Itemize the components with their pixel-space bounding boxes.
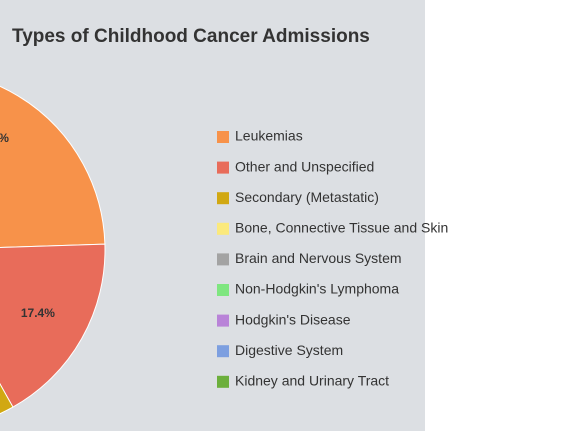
pie-slice xyxy=(0,85,106,249)
legend-label: Leukemias xyxy=(235,128,303,144)
legend-swatch xyxy=(217,161,229,174)
legend-label: Bone, Connective Tissue and Skin xyxy=(235,220,448,236)
legend-swatch xyxy=(217,131,229,143)
legend-swatch xyxy=(217,345,229,358)
legend-label: Digestive System xyxy=(235,342,343,358)
legend-swatch xyxy=(217,284,229,296)
chart-title: Types of Childhood Cancer Admissions xyxy=(12,26,370,47)
value-label: 17.4% xyxy=(21,306,55,320)
legend-label: Kidney and Urinary Tract xyxy=(235,373,389,389)
legend-swatch xyxy=(217,253,229,266)
pie: 31.7%17.4%12.0% xyxy=(0,85,106,415)
legend-label: Non-Hodgkin's Lymphoma xyxy=(235,281,399,297)
legend-swatch xyxy=(217,222,229,235)
pie-slice xyxy=(0,382,14,415)
legend: Leukemias Other and Unspecified Secondary … xyxy=(217,128,448,389)
legend-swatch xyxy=(217,314,229,327)
legend-label: Brain and Nervous System xyxy=(235,250,402,266)
pie-slice xyxy=(0,243,106,408)
legend-label: Hodgkin's Disease xyxy=(235,311,351,327)
legend-label: Other and Unspecified xyxy=(235,158,374,174)
value-label: 31.7% xyxy=(0,131,9,145)
legend-swatch xyxy=(217,192,229,205)
legend-swatch xyxy=(217,375,229,388)
legend-label: Secondary (Metastatic) xyxy=(235,189,379,205)
